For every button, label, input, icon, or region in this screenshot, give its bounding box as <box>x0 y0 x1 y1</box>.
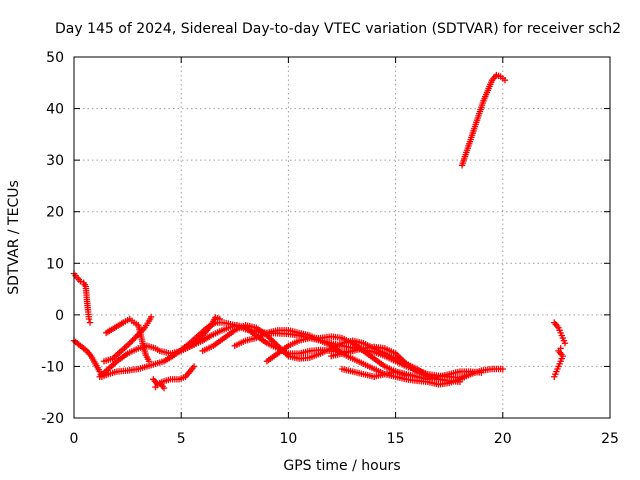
data-point <box>85 315 93 323</box>
x-tick-label: 20 <box>494 431 512 447</box>
y-tick-label: 0 <box>55 308 64 324</box>
data-point-interp <box>132 334 139 341</box>
x-tick-label: 0 <box>70 431 79 447</box>
y-tick-label: 50 <box>46 50 64 66</box>
data-point-interp <box>129 337 136 344</box>
y-tick-label: 10 <box>46 256 64 272</box>
data-point <box>501 77 509 84</box>
data-point-interp <box>127 338 135 345</box>
data-point-interp <box>130 335 138 343</box>
series-trace-o <box>551 319 569 347</box>
y-tick-label: 40 <box>46 102 64 118</box>
data-point <box>86 319 94 326</box>
data-point <box>561 340 569 347</box>
data-point <box>190 363 198 370</box>
x-axis-label: GPS time / hours <box>283 458 400 474</box>
data-point <box>557 345 564 352</box>
series-trace-n <box>458 71 509 169</box>
x-tick-label: 10 <box>279 431 297 447</box>
series-trace-j <box>231 327 474 388</box>
grid-lines <box>74 57 610 418</box>
data-point <box>160 384 168 392</box>
x-tick-label: 25 <box>601 431 619 447</box>
axis-ticks <box>73 56 611 419</box>
data-points <box>70 71 569 392</box>
series-trace-l <box>328 343 442 383</box>
x-tick-label: 15 <box>387 431 405 447</box>
data-point-interp <box>133 332 141 340</box>
y-tick-label: 30 <box>46 153 64 169</box>
series-trace-m <box>338 365 485 383</box>
x-tick-label: 5 <box>177 431 186 447</box>
data-point <box>499 365 506 373</box>
data-point <box>147 313 155 321</box>
data-point <box>77 278 84 285</box>
y-tick-label: 20 <box>46 205 64 221</box>
data-point <box>216 315 223 323</box>
data-point <box>126 340 133 347</box>
y-tick-label: -20 <box>41 411 64 427</box>
y-tick-label: -10 <box>41 359 64 375</box>
plot-frame <box>73 56 611 419</box>
y-axis-label: SDTVAR / TECUs <box>6 180 22 295</box>
data-point <box>478 369 485 376</box>
data-point <box>145 358 153 365</box>
series-trace-f <box>150 363 198 388</box>
series-trace-g <box>152 379 168 392</box>
chart-title: Day 145 of 2024, Sidereal Day-to-day VTE… <box>55 21 621 37</box>
series-trace-p <box>551 345 567 380</box>
axis-tick-labels: 0 5 10 15 20 25 -20 -10 0 10 20 30 40 50 <box>41 50 619 447</box>
